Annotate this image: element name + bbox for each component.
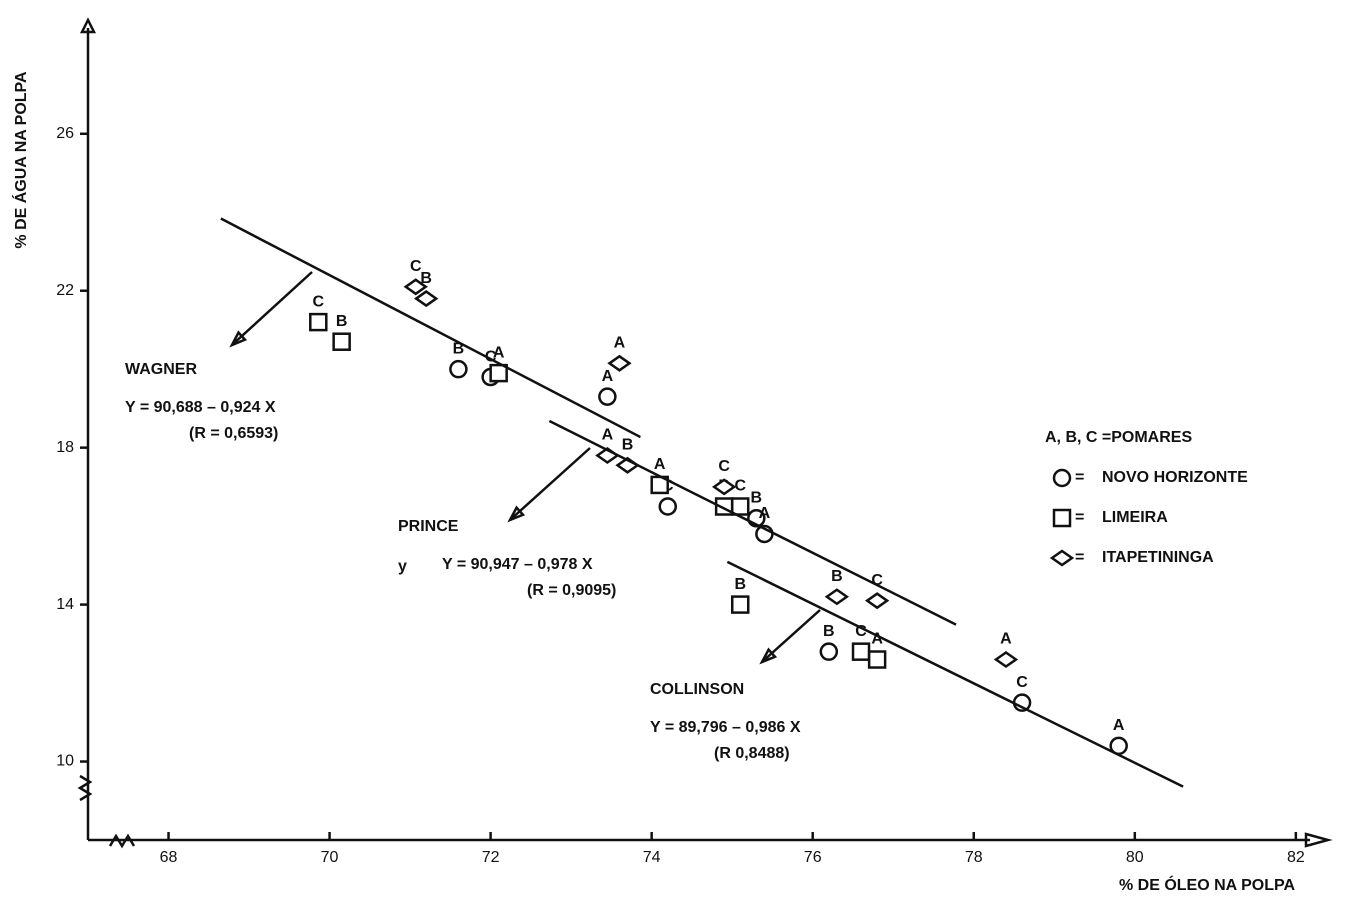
- axis-break: [77, 774, 93, 802]
- fit-line: [548, 419, 957, 626]
- point: [730, 497, 750, 516]
- fit-equation: Y = 90,947 – 0,978 X: [442, 556, 593, 573]
- x-tick-label: 74: [643, 849, 661, 866]
- x-tick-label: 76: [804, 849, 822, 866]
- point: [403, 278, 428, 296]
- annotation-arrow: [509, 447, 591, 521]
- point-label: B: [453, 340, 465, 357]
- x-axis-label: % DE ÓLEO NA POLPA: [1119, 875, 1295, 894]
- point-label: C: [718, 458, 730, 475]
- point-label: B: [831, 568, 843, 585]
- fit-r: (R 0,8488): [714, 745, 790, 762]
- x-tick-label: 68: [160, 849, 178, 866]
- y-axis-label: % DE ÁGUA NA POLPA: [11, 71, 30, 249]
- annotation-arrow: [231, 271, 313, 346]
- point: [711, 478, 737, 496]
- fit-equation: Y = 89,796 – 0,986 X: [650, 719, 801, 736]
- point-label: B: [751, 489, 763, 506]
- fit-r: (R = 0,9095): [527, 582, 616, 599]
- fit-line: [726, 560, 1184, 788]
- legend-label: LIMEIRA: [1102, 509, 1168, 526]
- legend-marker: [1049, 549, 1075, 567]
- point-label: A: [602, 427, 614, 444]
- point: [449, 359, 468, 379]
- point: [658, 497, 678, 516]
- point-label: C: [313, 293, 325, 310]
- legend-label: ITAPETININGA: [1102, 549, 1214, 566]
- y-tick-label: 26: [56, 125, 74, 142]
- point: [867, 650, 887, 669]
- y-axis-arrow: [79, 17, 97, 34]
- point: [332, 332, 351, 351]
- fit-name: COLLINSON: [650, 681, 744, 698]
- point-label: C: [410, 258, 422, 275]
- fit-name: WAGNER: [125, 361, 197, 378]
- legend-marker: [1052, 508, 1072, 528]
- x-tick-label: 82: [1287, 849, 1305, 866]
- point-label: A: [654, 456, 666, 473]
- legend-marker: [1052, 468, 1072, 488]
- y-tick-label: 22: [56, 282, 74, 299]
- legend-title: A, B, C =POMARES: [1045, 429, 1192, 446]
- point-label: B: [336, 313, 348, 330]
- point-label: A: [602, 368, 614, 385]
- point-label: B: [622, 437, 634, 454]
- point: [607, 354, 632, 372]
- point-label: B: [823, 623, 835, 640]
- point-label: A: [1000, 631, 1012, 648]
- point: [309, 312, 328, 332]
- fit-equation: Y = 90,688 – 0,924 X: [125, 399, 276, 416]
- x-tick-label: 78: [965, 849, 983, 866]
- y-tick-label: 10: [56, 753, 74, 770]
- legend-sep: =: [1075, 469, 1084, 486]
- point: [819, 642, 839, 661]
- annotation-arrow: [761, 609, 821, 663]
- point: [864, 592, 890, 610]
- annotation-arrowhead: [507, 505, 526, 523]
- annotation-arrowhead: [229, 330, 248, 348]
- x-tick-label: 70: [321, 849, 339, 866]
- point-label: A: [1113, 717, 1125, 734]
- annotation-arrowhead: [759, 647, 778, 665]
- legend-sep: =: [1075, 549, 1084, 566]
- point-label: A: [759, 505, 771, 522]
- point: [730, 595, 750, 614]
- point-label: B: [734, 576, 746, 593]
- point: [824, 588, 850, 606]
- fit-line: [220, 217, 641, 439]
- legend-label: NOVO HORIZONTE: [1102, 469, 1248, 486]
- point: [598, 387, 617, 406]
- point-label: C: [734, 478, 746, 495]
- y-tick-label: 14: [56, 596, 74, 613]
- point: [489, 363, 508, 383]
- legend-sep: =: [1075, 509, 1084, 526]
- point-label: C: [1016, 674, 1028, 691]
- x-tick-label: 80: [1126, 849, 1144, 866]
- fit-prefix: y: [398, 558, 407, 575]
- x-tick-label: 72: [482, 849, 500, 866]
- point-label: A: [493, 344, 505, 361]
- point: [993, 650, 1019, 669]
- point-label: A: [614, 335, 626, 352]
- y-tick-label: 18: [56, 439, 74, 456]
- point: [851, 642, 871, 661]
- fit-r: (R = 0,6593): [189, 425, 278, 442]
- point-label: B: [420, 270, 432, 287]
- point: [414, 290, 439, 308]
- x-axis-arrow: [1304, 832, 1333, 848]
- fit-name: PRINCE: [398, 518, 459, 535]
